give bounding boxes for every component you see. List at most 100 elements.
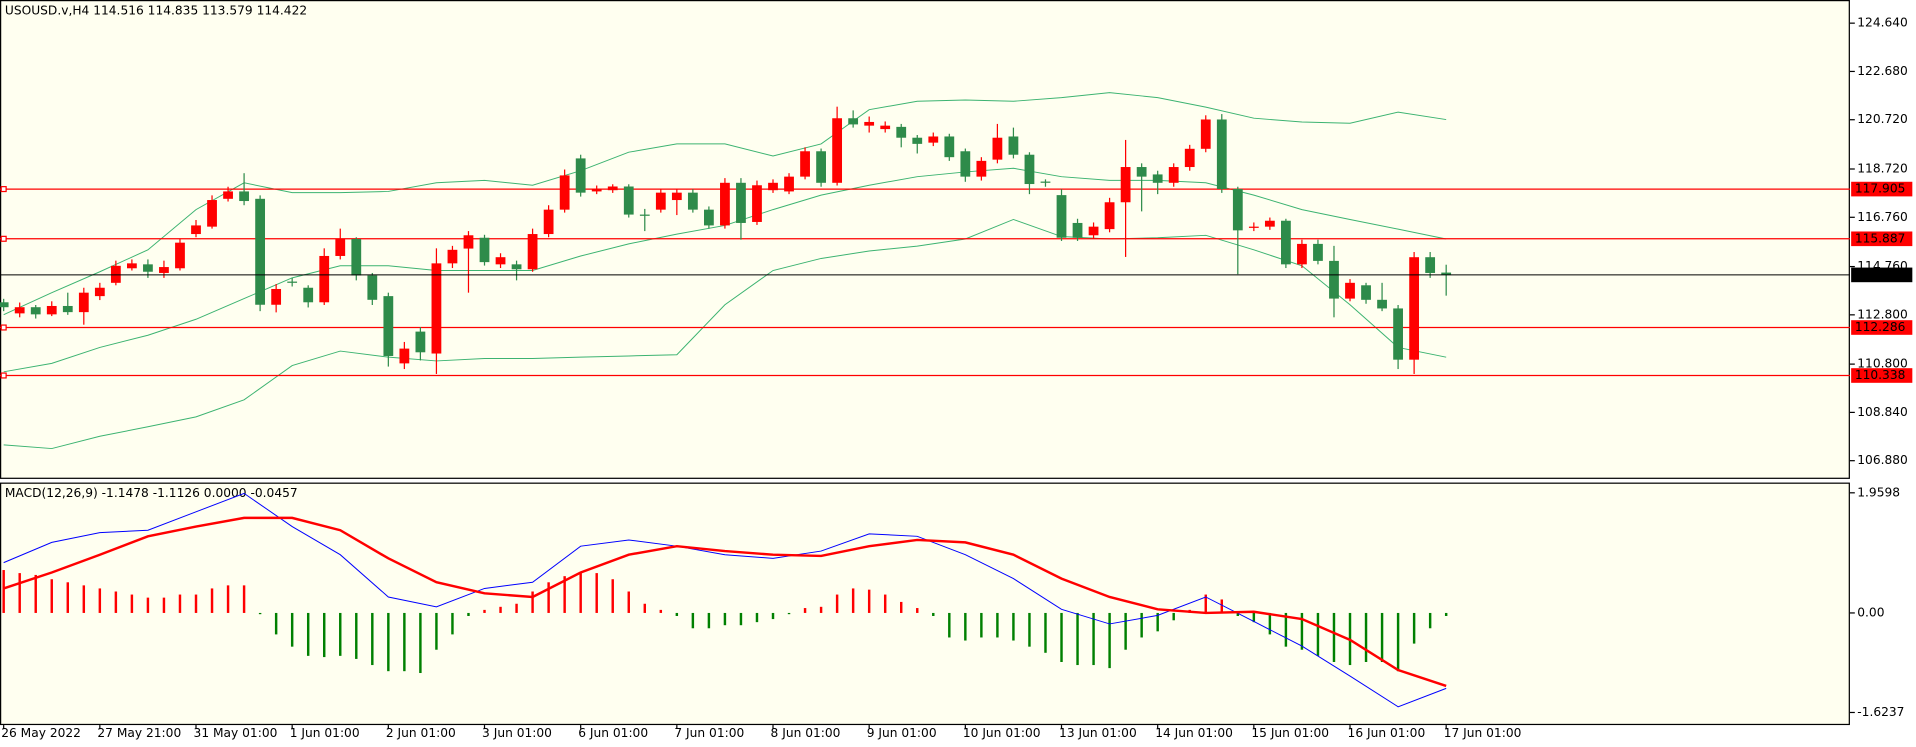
candle-body — [126, 263, 137, 269]
level-label: 115.887 — [1855, 231, 1906, 245]
level-label: 110.338 — [1855, 368, 1906, 382]
level-label-box — [1851, 368, 1913, 383]
candle-body — [768, 182, 778, 191]
macd-panel — [0, 482, 1850, 726]
candle-body — [912, 137, 923, 144]
candle-body — [495, 257, 506, 265]
x-tick-label: 26 May 2022 — [1, 726, 81, 740]
level-label: 117.905 — [1855, 182, 1906, 196]
price-label: 114.422 — [1855, 267, 1906, 281]
x-tick-label: 3 Jun 01:00 — [482, 726, 552, 740]
candle-body — [1184, 148, 1195, 168]
candle-body — [479, 237, 490, 263]
level-handle — [0, 235, 7, 242]
candle-body — [415, 331, 426, 353]
candle-body — [191, 225, 201, 235]
candle-body — [159, 267, 169, 273]
x-tick-label: 15 Jun 01:00 — [1251, 726, 1329, 740]
candle-body — [1264, 220, 1275, 227]
candle-body — [1345, 282, 1355, 299]
level-label-box — [1851, 231, 1913, 247]
y-tick-label: -1.6237 — [1857, 705, 1904, 719]
candle-body — [1281, 220, 1291, 265]
candle-body — [30, 307, 41, 315]
candle-body — [736, 182, 746, 223]
candle-body — [623, 186, 634, 215]
candle-body — [864, 121, 875, 126]
y-tick-label: 122.680 — [1857, 64, 1908, 78]
candle-body — [880, 125, 891, 130]
candle-body — [1377, 299, 1387, 309]
y-tick-label: 110.800 — [1857, 357, 1908, 371]
candle-body — [928, 136, 939, 143]
candle-body — [271, 288, 282, 305]
candle-body — [800, 151, 810, 177]
y-tick-label: 124.640 — [1857, 16, 1908, 30]
x-tick-label: 9 Jun 01:00 — [867, 726, 937, 740]
y-tick-label: 1.9598 — [1857, 485, 1900, 499]
y-tick-label: 108.840 — [1857, 405, 1908, 419]
x-tick-label: 8 Jun 01:00 — [771, 726, 841, 740]
candle-body — [1361, 285, 1371, 300]
candle-body — [223, 191, 233, 199]
candle-body — [559, 175, 570, 210]
candle-body — [976, 160, 987, 177]
candle-body — [0, 302, 9, 308]
indicator-title: MACD(12,26,9) -1.1478 -1.1126 0.0000 -0.… — [5, 486, 298, 500]
y-tick-label: 118.720 — [1857, 162, 1908, 176]
candle-body — [1393, 308, 1403, 360]
candle-body — [1409, 257, 1420, 360]
x-tick-label: 13 Jun 01:00 — [1059, 726, 1137, 740]
bollinger-band — [3, 218, 1447, 450]
candle-body — [1040, 181, 1051, 183]
candle-body — [447, 249, 458, 264]
x-tick-label: 17 Jun 01:00 — [1444, 726, 1522, 740]
candle-body — [1425, 257, 1436, 273]
candle-body — [1313, 243, 1323, 261]
candle-body — [671, 192, 682, 201]
candle-body — [1104, 202, 1115, 230]
candle-body — [575, 158, 586, 193]
candle-body — [383, 296, 394, 356]
chart-title: USOUSD.v,H4 114.516 114.835 113.579 114.… — [5, 3, 307, 17]
y-tick-label: 116.760 — [1857, 210, 1908, 224]
candle-body — [960, 151, 971, 177]
x-tick-label: 16 Jun 01:00 — [1348, 726, 1426, 740]
candle-body — [1441, 272, 1452, 275]
candle-body — [848, 118, 859, 125]
x-tick-label: 7 Jun 01:00 — [674, 726, 744, 740]
candle-body — [655, 192, 666, 210]
candle-body — [816, 151, 826, 183]
level-handle — [0, 372, 7, 379]
candle-body — [175, 242, 185, 269]
candle-body — [351, 238, 362, 276]
candle-body — [1329, 260, 1339, 299]
level-handle — [0, 186, 7, 193]
x-tick-label: 14 Jun 01:00 — [1155, 726, 1233, 740]
candle-body — [1056, 195, 1067, 238]
candle-body — [367, 275, 378, 300]
y-tick-label: 106.880 — [1857, 453, 1908, 467]
candle-body — [1200, 119, 1211, 149]
candle-body — [639, 214, 650, 216]
candle-body — [1297, 243, 1307, 265]
candle-body — [207, 200, 217, 227]
candle-body — [784, 176, 794, 192]
candle-body — [1008, 136, 1019, 155]
level-label-box — [1851, 181, 1913, 197]
candle-body — [687, 192, 698, 210]
x-tick-label: 1 Jun 01:00 — [290, 726, 360, 740]
price-label-box — [1851, 267, 1913, 283]
candle-body — [543, 209, 554, 235]
candle-body — [1216, 119, 1227, 189]
x-tick-label: 10 Jun 01:00 — [963, 726, 1041, 740]
x-tick-label: 31 May 01:00 — [194, 726, 278, 740]
candle-body — [1024, 154, 1035, 185]
candle-body — [110, 265, 121, 283]
candle-body — [303, 287, 314, 303]
candle-body — [992, 137, 1003, 160]
x-tick-label: 2 Jun 01:00 — [386, 726, 456, 740]
candle-body — [463, 235, 474, 249]
